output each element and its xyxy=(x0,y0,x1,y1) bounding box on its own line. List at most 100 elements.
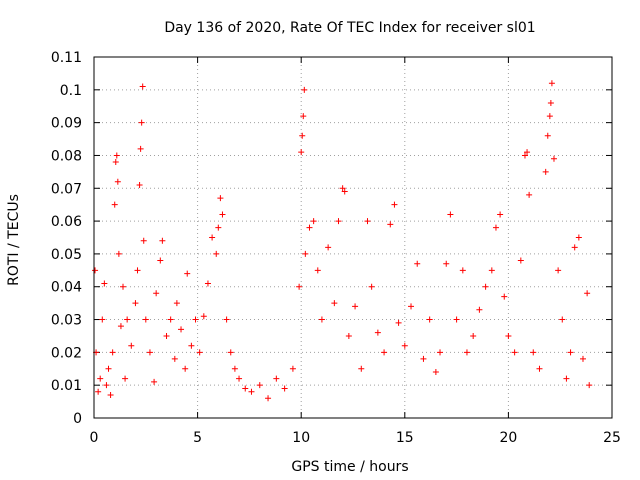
data-point xyxy=(196,349,203,356)
data-point xyxy=(586,382,593,389)
data-point xyxy=(99,316,106,323)
data-point xyxy=(447,211,454,218)
x-axis-label: GPS time / hours xyxy=(291,459,408,475)
data-point xyxy=(437,349,444,356)
data-point xyxy=(339,185,346,192)
data-point xyxy=(95,388,102,395)
data-point xyxy=(575,234,582,241)
data-point xyxy=(92,267,99,274)
y-tick-label: 0.08 xyxy=(51,148,82,164)
y-tick-label: 0.06 xyxy=(51,214,82,230)
data-point xyxy=(153,290,160,297)
data-point xyxy=(544,132,551,139)
data-point xyxy=(248,388,255,395)
data-point xyxy=(142,316,149,323)
data-point xyxy=(213,250,220,257)
data-point xyxy=(178,326,185,333)
data-point xyxy=(310,218,317,225)
data-point xyxy=(171,355,178,362)
data-point xyxy=(124,316,131,323)
data-point xyxy=(140,237,147,244)
data-point xyxy=(298,149,305,156)
data-point xyxy=(120,283,127,290)
data-point xyxy=(341,188,348,195)
data-point xyxy=(122,375,129,382)
data-point xyxy=(138,119,145,126)
data-point xyxy=(550,155,557,162)
x-tick-label: 5 xyxy=(193,430,202,446)
data-point xyxy=(555,267,562,274)
data-point xyxy=(132,300,139,307)
data-point xyxy=(579,355,586,362)
data-point xyxy=(546,113,553,120)
data-point xyxy=(117,323,124,330)
data-point xyxy=(408,303,415,310)
data-point xyxy=(289,365,296,372)
data-point xyxy=(401,342,408,349)
data-point xyxy=(368,283,375,290)
data-point xyxy=(414,260,421,267)
data-point xyxy=(296,283,303,290)
data-point xyxy=(227,349,234,356)
data-point xyxy=(299,132,306,139)
data-point xyxy=(497,211,504,218)
data-point xyxy=(184,270,191,277)
data-point xyxy=(112,159,119,166)
data-point xyxy=(395,319,402,326)
data-point xyxy=(325,244,332,251)
data-point xyxy=(387,221,394,228)
y-axis-label: ROTI / TECUs xyxy=(6,194,22,286)
data-point xyxy=(182,365,189,372)
data-point xyxy=(109,349,116,356)
data-point xyxy=(453,316,460,323)
data-point xyxy=(536,365,543,372)
data-point xyxy=(134,267,141,274)
data-point xyxy=(265,395,272,402)
x-tick-label: 15 xyxy=(396,430,414,446)
data-point xyxy=(115,250,122,257)
data-point xyxy=(101,280,108,287)
data-point xyxy=(488,267,495,274)
data-point xyxy=(114,178,121,185)
axis-ticks: 0 5 10 15 20 25 0 0.01 0.02 0.03 0.04 0.05 0.06 0.07 0… xyxy=(51,50,621,446)
data-point xyxy=(204,280,211,287)
data-point xyxy=(530,349,537,356)
data-point xyxy=(231,365,238,372)
data-point xyxy=(391,201,398,208)
data-point xyxy=(173,300,180,307)
data-point xyxy=(111,201,118,208)
data-point xyxy=(364,218,371,225)
x-tick-label: 20 xyxy=(499,430,517,446)
y-tick-label: 0.11 xyxy=(51,50,82,66)
data-point xyxy=(470,332,477,339)
data-point xyxy=(517,257,524,264)
y-tick-label: 0.02 xyxy=(51,345,82,361)
data-point xyxy=(548,80,555,87)
data-point xyxy=(301,86,308,93)
data-point xyxy=(151,378,158,385)
data-point xyxy=(374,329,381,336)
data-point xyxy=(314,267,321,274)
data-point xyxy=(200,313,207,320)
data-point xyxy=(103,382,110,389)
data-point xyxy=(501,293,508,300)
data-point xyxy=(358,365,365,372)
data-point xyxy=(105,365,112,372)
data-point xyxy=(236,375,243,382)
data-point xyxy=(302,250,309,257)
data-point xyxy=(345,332,352,339)
data-point xyxy=(542,168,549,175)
data-point xyxy=(426,316,433,323)
y-tick-label: 0.04 xyxy=(51,280,82,296)
data-point xyxy=(567,349,574,356)
data-point xyxy=(137,145,144,152)
y-tick-label: 0.07 xyxy=(51,181,82,197)
data-point xyxy=(281,385,288,392)
data-point xyxy=(139,83,146,90)
y-tick-label: 0 xyxy=(73,411,82,427)
y-tick-label: 0.09 xyxy=(51,116,82,132)
data-point xyxy=(571,244,578,251)
data-point xyxy=(463,349,470,356)
data-point xyxy=(526,191,533,198)
data-point xyxy=(381,349,388,356)
